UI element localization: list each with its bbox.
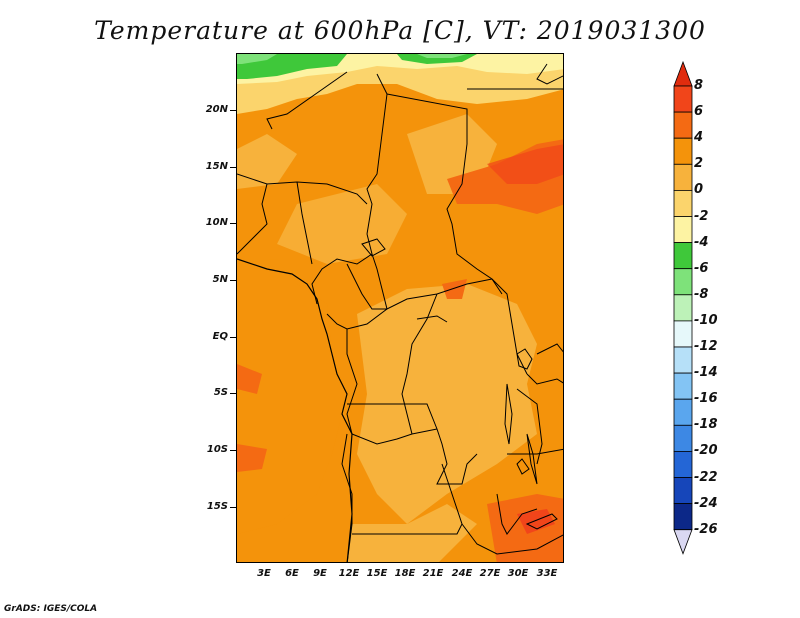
colorbar-label: -26 (694, 521, 718, 537)
colorbar-label: 8 (694, 78, 704, 93)
colorbar-swatch (673, 398, 693, 426)
lon-label: 9E (313, 568, 327, 579)
colorbar-swatch (673, 503, 693, 531)
colorbar-swatch (673, 477, 693, 505)
colorbar-label: -12 (694, 339, 718, 354)
lat-label: 15S (206, 501, 228, 512)
lon-label: 3E (257, 568, 271, 579)
colorbar-label: -14 (694, 365, 718, 381)
colorbar-label: -16 (694, 391, 718, 407)
colorbar-swatch (673, 372, 693, 400)
colorbar-overflow-high (673, 60, 693, 87)
lat-label: 10N (205, 217, 228, 228)
country-borders (237, 63, 563, 562)
colorbar-label: 4 (694, 130, 704, 146)
colorbar-label: 2 (694, 156, 704, 172)
colorbar-swatch (673, 111, 693, 139)
field-interior (357, 284, 537, 524)
colorbar-swatch (673, 163, 693, 191)
colorbar-swatch (673, 346, 693, 374)
lon-label: 18E (394, 568, 416, 579)
lat-label: EQ (212, 331, 228, 342)
footer-credit: GrADS: IGES/COLA (4, 604, 98, 614)
colorbar (673, 60, 693, 555)
colorbar-swatch (673, 320, 693, 348)
lat-label: 5S (213, 387, 228, 398)
colorbar-label: 0 (694, 182, 704, 198)
colorbar-label: -2 (694, 208, 709, 224)
lon-label: 6E (285, 568, 299, 579)
colorbar-swatch (673, 268, 693, 296)
coastline (237, 258, 353, 562)
lat-label: 15N (205, 161, 228, 172)
colorbar-swatch (673, 424, 693, 452)
colorbar-label: 6 (694, 104, 704, 120)
map-title: Temperature at 600hPa [C], VT: 201903130… (94, 16, 706, 45)
colorbar-overflow-low (673, 529, 693, 555)
colorbar-label: -8 (694, 286, 709, 302)
lon-label: 12E (338, 568, 360, 579)
colorbar-swatch (673, 450, 693, 478)
lat-label: 10S (206, 444, 228, 455)
colorbar-label: -20 (694, 443, 718, 459)
colorbar-swatch (673, 242, 693, 270)
lon-label: 21E (422, 568, 444, 579)
colorbar-swatch (673, 294, 693, 322)
colorbar-swatch (673, 137, 693, 165)
colorbar-swatch (673, 85, 693, 113)
lon-label: 24E (451, 568, 473, 579)
colorbar-label: -10 (694, 312, 718, 328)
lon-label: 27E (479, 568, 501, 579)
colorbar-label: -18 (694, 417, 718, 433)
lat-label: 20N (205, 104, 228, 115)
temperature-field (237, 54, 563, 562)
colorbar-label: -6 (694, 260, 709, 276)
colorbar-swatch (673, 189, 693, 217)
lakes (361, 238, 558, 530)
lon-label: 15E (366, 568, 388, 579)
colorbar-label: -22 (694, 469, 718, 485)
temperature-map (236, 53, 564, 563)
colorbar-swatch (673, 216, 693, 244)
lat-label: 5N (212, 274, 228, 285)
colorbar-label: -4 (694, 234, 709, 250)
lon-label: 30E (507, 568, 529, 579)
colorbar-label: -24 (694, 495, 718, 511)
lon-label: 33E (536, 568, 558, 579)
